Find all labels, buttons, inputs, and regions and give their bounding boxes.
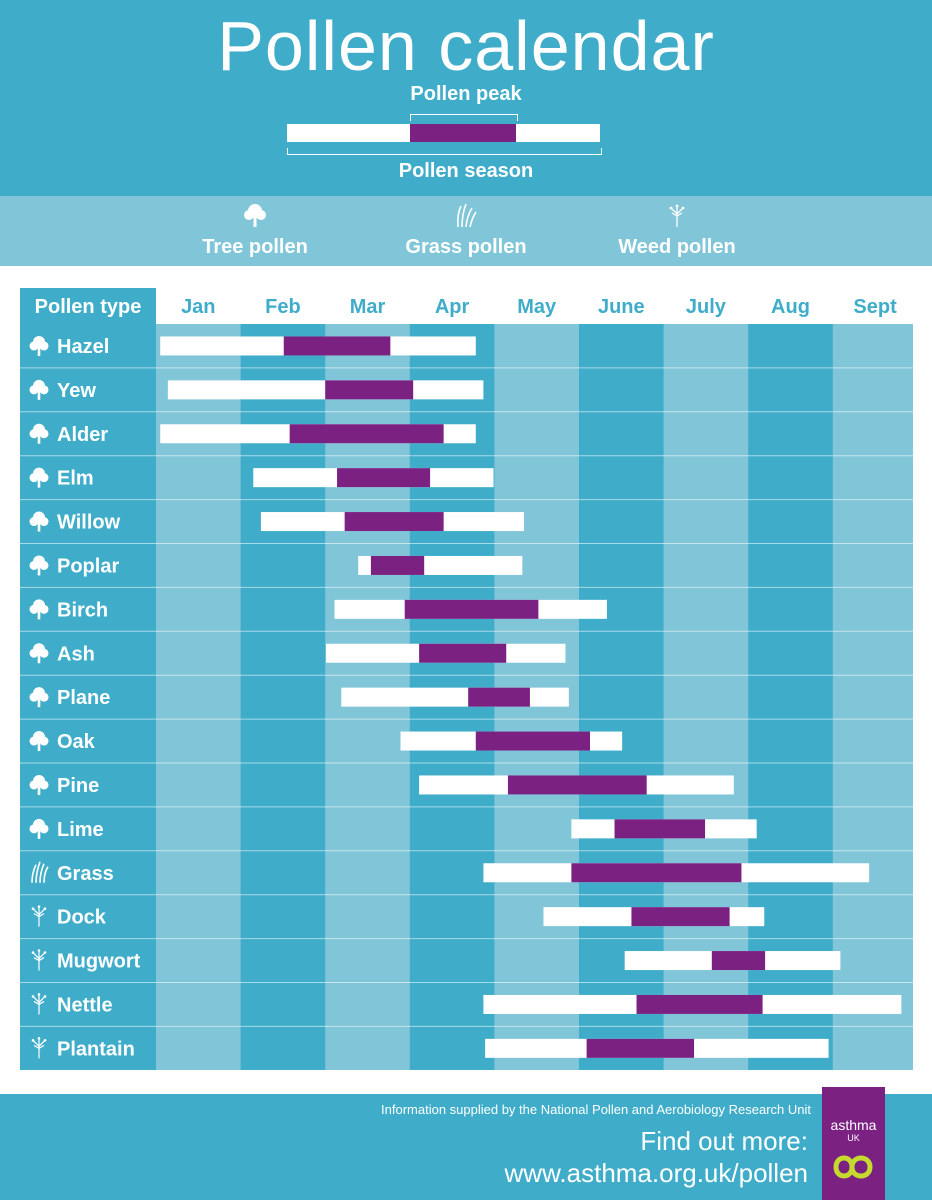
weed-icon [31,1037,47,1059]
peak-bar [419,643,507,663]
month-band [663,324,749,1070]
row-label: Birch [57,599,108,621]
legend-tree-pollen: Tree pollen [180,196,330,266]
grass-icon [31,861,49,883]
month-band [579,324,665,1070]
month-tick-label: Apr [435,296,470,318]
legend-grass-label: Grass pollen [405,236,527,258]
peak-bar [636,994,763,1014]
month-tick-label: Aug [771,296,810,318]
tree-icon [29,643,49,664]
row-label: Alder [57,424,108,446]
footer: Information supplied by the National Pol… [0,1094,932,1200]
peak-bar [404,599,539,619]
month-band [240,324,326,1070]
row-label: Plane [57,687,110,709]
tree-icon [29,379,49,400]
tree-icon [29,731,49,752]
peak-bar [370,555,425,575]
row-label: Lime [57,819,104,841]
legend-weed-pollen: Weed pollen [602,196,752,266]
tree-icon [244,204,266,227]
peak-bar [283,336,391,356]
tree-icon [29,467,49,488]
peak-bar [507,775,647,795]
row-label-column [20,288,156,1070]
peak-bar [571,863,742,883]
row-label: Mugwort [57,951,141,973]
legend-weed-label: Weed pollen [618,236,736,258]
peak-bar [337,468,431,488]
grass-icon [457,203,477,228]
asthma-uk-logo: asthma UK [822,1087,885,1200]
row-label: Oak [57,731,96,753]
footer-url-link[interactable]: www.asthma.org.uk/pollen [504,1158,808,1188]
tree-icon [29,335,49,356]
peak-bar [289,424,444,444]
row-label: Elm [57,468,94,490]
row-label: Nettle [57,994,113,1016]
month-tick-label: Feb [265,296,301,318]
month-tick-label: Sept [853,296,897,318]
page-title: Pollen calendar [217,7,715,85]
weed-icon [669,204,685,227]
row-label: Pine [57,775,99,797]
row-label: Dock [57,907,107,929]
row-label: Plantain [57,1038,135,1060]
legend-peak-bar [410,124,516,142]
tree-icon [29,774,49,795]
legend-season-label: Pollen season [398,160,534,182]
row-label: Grass [57,863,114,885]
footer-info: Information supplied by the National Pol… [381,1102,811,1117]
tree-icon [29,687,49,708]
row-label: Willow [57,512,121,534]
month-tick-label: Jan [181,296,215,318]
month-tick-label: Mar [350,296,386,318]
logo-subtext: UK [847,1133,860,1143]
peak-bar [475,731,590,751]
tree-icon [29,511,49,532]
peak-bar [344,512,444,532]
peak-bar [631,907,730,927]
month-tick-label: May [517,296,557,318]
month-tick-label: July [686,296,727,318]
month-tick-label: June [598,296,645,318]
peak-bar [614,819,706,839]
row-label: Ash [57,643,95,665]
legend-tree-label: Tree pollen [202,236,308,258]
peak-bar [586,1038,695,1058]
month-band [156,324,242,1070]
row-label: Hazel [57,336,109,358]
weed-icon [31,993,47,1015]
row-header-label: Pollen type [35,296,142,318]
legend-peak-bracket [410,114,518,121]
row-label: Yew [57,380,96,402]
pollen-chart: Pollen type Jan Feb Mar Apr May June July Aug Sep… [20,288,913,1070]
legend-grass-pollen: Grass pollen [391,196,541,266]
footer-find-out-more: Find out more: [640,1126,808,1156]
peak-bar [325,380,414,400]
tree-icon [29,423,49,444]
logo-text: asthma [830,1117,877,1133]
legend-peak-label: Pollen peak [410,83,522,105]
header-banner: Pollen calendar Pollen peak Pollen seaso… [0,0,932,196]
tree-icon [29,599,49,620]
row-label: Poplar [57,555,119,577]
pollen-type-legend: Tree pollen Grass pollen Weed pollen [0,196,932,266]
peak-bar [468,687,530,707]
peak-bar [711,951,766,971]
legend-season-bracket [287,148,602,155]
weed-icon [31,949,47,971]
logo-knot-icon [833,1155,873,1179]
month-band [832,324,913,1070]
month-band [748,324,834,1070]
season-bar [341,687,569,707]
tree-icon [29,555,49,576]
weed-icon [31,905,47,927]
tree-icon [29,818,49,839]
